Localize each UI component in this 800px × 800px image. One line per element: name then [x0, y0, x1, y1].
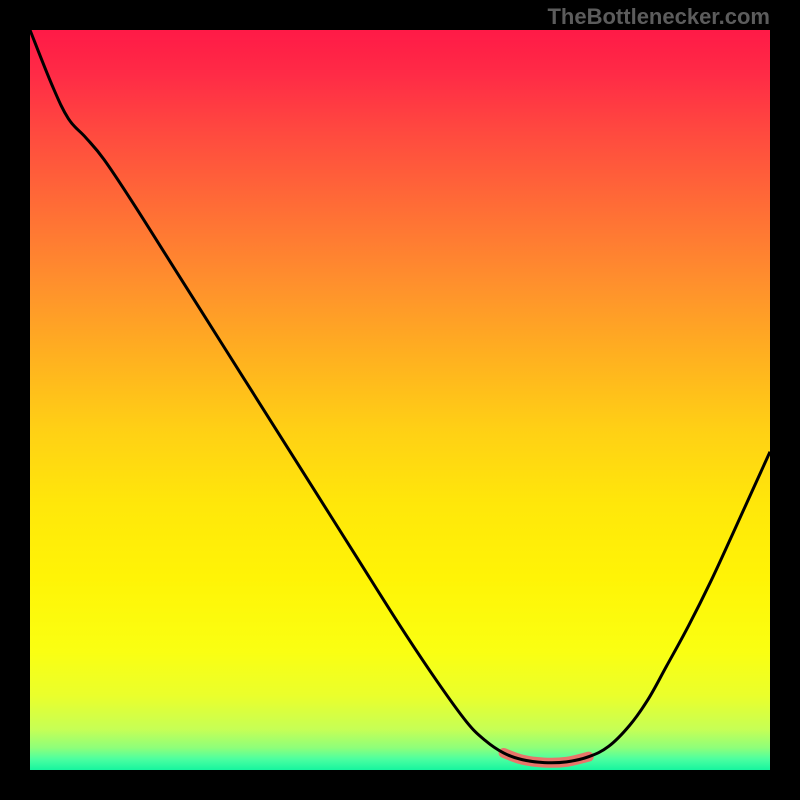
plot-background — [30, 30, 770, 770]
bottleneck-chart — [0, 0, 800, 800]
watermark-text: TheBottlenecker.com — [547, 4, 770, 30]
chart-stage: TheBottlenecker.com — [0, 0, 800, 800]
